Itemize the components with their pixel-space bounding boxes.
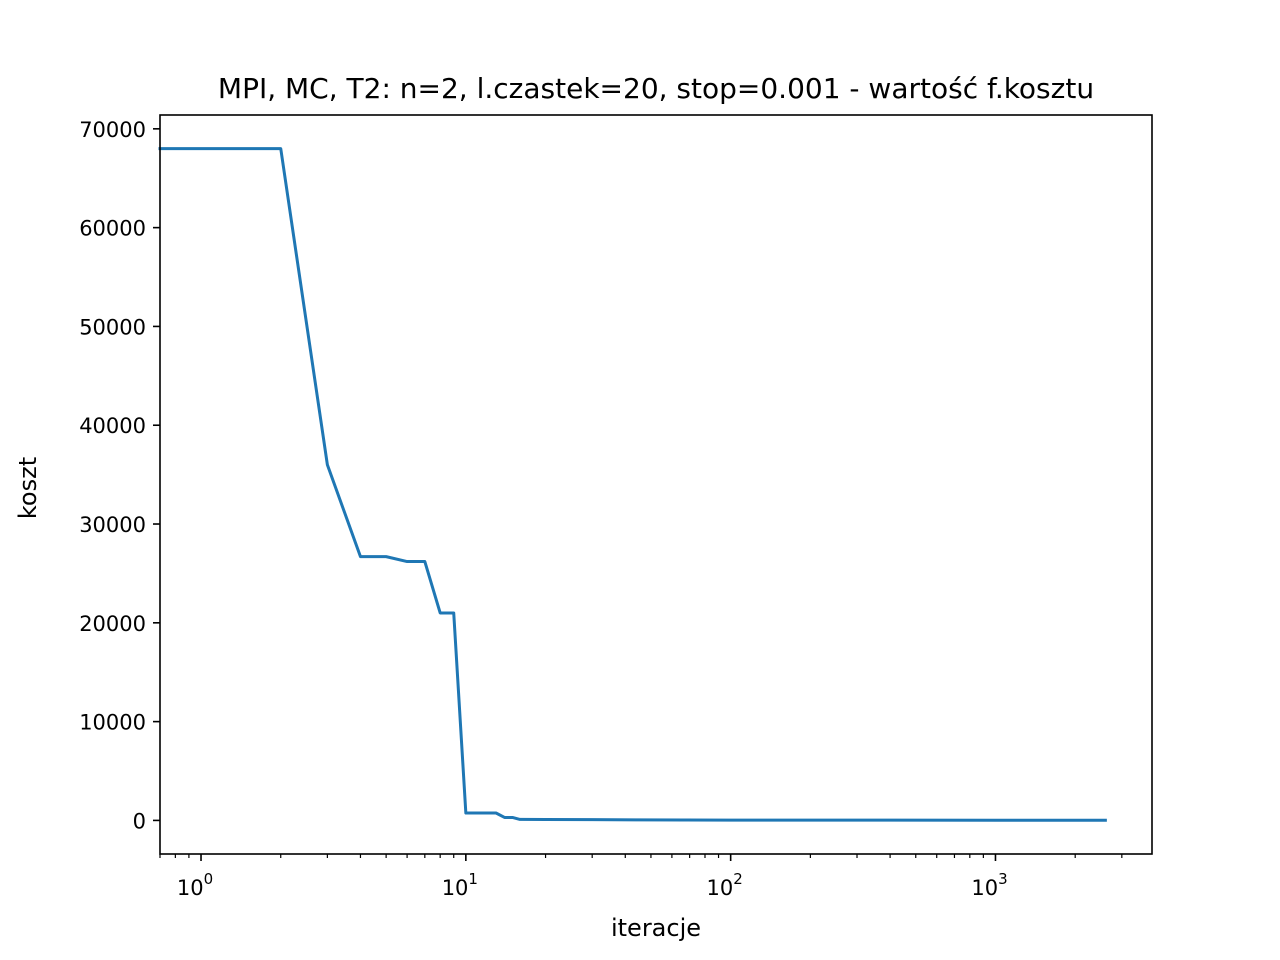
series-line-0 — [158, 147, 1107, 822]
x-tick-label: 102 — [707, 870, 743, 900]
y-axis: 0 10000 20000 30000 40000 50000 60000 70000 — [79, 118, 160, 833]
plot-series — [158, 147, 1107, 822]
x-tick-label: 101 — [442, 870, 478, 900]
y-tick-label: 40000 — [79, 414, 146, 438]
y-tick-label: 30000 — [79, 513, 146, 537]
x-tick-label: 103 — [971, 870, 1007, 900]
y-tick-label: 0 — [133, 809, 146, 833]
y-tick-label: 20000 — [79, 612, 146, 636]
y-tick-label: 10000 — [79, 711, 146, 735]
y-axis-label: koszt — [14, 457, 42, 519]
y-tick-label: 70000 — [79, 118, 146, 142]
x-tick-label: 100 — [177, 870, 213, 900]
y-tick-label: 50000 — [79, 315, 146, 339]
plot-area-frame — [159, 114, 1153, 855]
chart-title: MPI, MC, T2: n=2, l.czastek=20, stop=0.0… — [218, 72, 1094, 105]
x-axis-label: iteracje — [611, 914, 701, 942]
y-tick-label: 60000 — [79, 217, 146, 241]
x-axis: 100 101 102 103 — [159, 854, 1123, 900]
